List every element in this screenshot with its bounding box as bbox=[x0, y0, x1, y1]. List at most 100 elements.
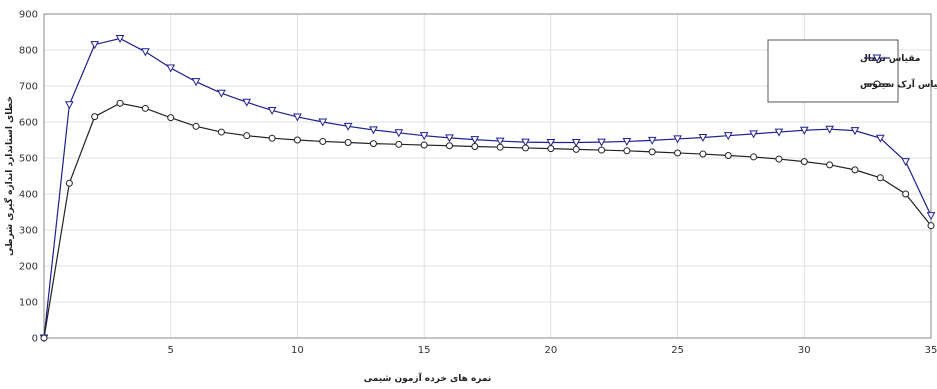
data-point bbox=[749, 130, 758, 139]
data-point bbox=[902, 190, 910, 198]
data-point bbox=[318, 118, 328, 127]
data-point bbox=[242, 98, 252, 107]
series-layer bbox=[39, 34, 936, 343]
data-point bbox=[851, 166, 859, 174]
data-point bbox=[673, 135, 682, 144]
plot-area-frame bbox=[43, 13, 932, 339]
x-tick-label: 15 bbox=[418, 345, 431, 356]
y-tick-label: 900 bbox=[19, 10, 38, 21]
data-point bbox=[876, 174, 884, 182]
x-tick-label: 25 bbox=[671, 345, 684, 356]
legend-box bbox=[767, 39, 899, 103]
y-tick-label: 800 bbox=[19, 46, 38, 57]
data-point bbox=[141, 48, 150, 57]
data-point bbox=[495, 137, 505, 146]
data-point bbox=[622, 137, 632, 146]
data-point bbox=[826, 161, 834, 169]
data-point bbox=[850, 127, 860, 136]
data-point bbox=[217, 89, 226, 98]
legend-label: مقیاس نرمال bbox=[860, 54, 920, 64]
data-point bbox=[116, 99, 124, 107]
data-point bbox=[598, 146, 606, 154]
data-point bbox=[217, 128, 225, 136]
data-point bbox=[647, 136, 657, 145]
data-point bbox=[724, 151, 732, 159]
x-tick-label: 30 bbox=[798, 345, 811, 356]
y-tick-label: 300 bbox=[19, 226, 38, 237]
data-point bbox=[445, 134, 454, 143]
data-point bbox=[699, 150, 707, 158]
data-point bbox=[800, 158, 808, 166]
legend-marker bbox=[872, 54, 882, 63]
data-point bbox=[597, 138, 606, 147]
data-point bbox=[369, 126, 378, 135]
y-tick-label: 0 bbox=[32, 334, 38, 345]
data-point bbox=[723, 132, 733, 141]
data-point bbox=[419, 132, 429, 141]
series-line bbox=[43, 37, 932, 339]
data-point bbox=[192, 122, 200, 130]
data-point bbox=[369, 140, 377, 148]
data-point bbox=[65, 179, 73, 187]
y-tick-label: 100 bbox=[19, 298, 38, 309]
y-axis-label: خطای استاندارد اندازه گیری شرطی bbox=[3, 96, 15, 256]
data-point bbox=[91, 113, 99, 121]
data-point bbox=[522, 144, 530, 152]
data-point bbox=[926, 212, 936, 221]
data-point bbox=[521, 138, 530, 147]
data-point bbox=[344, 139, 352, 147]
legend-item: مقیاس نرمال bbox=[860, 54, 920, 64]
data-point bbox=[90, 41, 100, 50]
data-point bbox=[623, 147, 631, 155]
data-point bbox=[775, 155, 783, 163]
data-point bbox=[927, 222, 935, 230]
data-point bbox=[141, 104, 149, 112]
data-point bbox=[65, 101, 74, 110]
series-2 bbox=[40, 99, 935, 342]
data-point bbox=[293, 113, 302, 122]
legend-marker bbox=[873, 80, 881, 88]
data-point bbox=[40, 334, 48, 342]
data-point bbox=[875, 134, 885, 143]
data-point bbox=[698, 133, 708, 143]
x-tick-label: 20 bbox=[544, 345, 557, 356]
data-point bbox=[293, 136, 301, 144]
y-tick-label: 700 bbox=[19, 82, 38, 93]
legend-label: مقیاس آرک سینوس bbox=[860, 78, 937, 90]
series-1 bbox=[39, 34, 936, 343]
data-point bbox=[799, 126, 809, 135]
data-point bbox=[394, 129, 404, 138]
data-point bbox=[167, 114, 175, 122]
x-axis-ticks: 5 10 15 20 25 30 35 bbox=[168, 345, 937, 356]
data-point bbox=[445, 142, 453, 150]
y-tick-label: 400 bbox=[19, 190, 38, 201]
data-point bbox=[268, 134, 276, 142]
data-point bbox=[547, 145, 555, 153]
data-point bbox=[572, 145, 580, 153]
y-tick-label: 600 bbox=[19, 118, 38, 129]
y-tick-label: 200 bbox=[19, 262, 38, 273]
x-tick-label: 10 bbox=[291, 345, 304, 356]
data-point bbox=[343, 122, 353, 131]
data-point bbox=[470, 136, 480, 145]
data-point bbox=[901, 158, 910, 167]
x-tick-label: 5 bbox=[168, 345, 174, 356]
data-point bbox=[267, 106, 277, 116]
data-point bbox=[648, 148, 656, 156]
data-point bbox=[825, 125, 834, 134]
legend-item: مقیاس آرک سینوس bbox=[860, 78, 937, 90]
series-line bbox=[43, 102, 932, 339]
data-point bbox=[319, 137, 327, 145]
data-point bbox=[674, 149, 682, 157]
data-point bbox=[774, 128, 784, 137]
data-point bbox=[191, 78, 201, 87]
y-tick-label: 500 bbox=[19, 154, 38, 165]
y-axis-ticks: 0 100 200 300 400 500 600 700 800 900 bbox=[19, 10, 38, 345]
legend: مقیاس نرمال مقیاس آرک سینوس bbox=[767, 39, 937, 103]
data-point bbox=[571, 139, 581, 148]
data-point bbox=[243, 132, 251, 140]
data-point bbox=[166, 64, 176, 73]
x-axis-label: نمره های خرده آزمون شیمی bbox=[364, 372, 492, 384]
